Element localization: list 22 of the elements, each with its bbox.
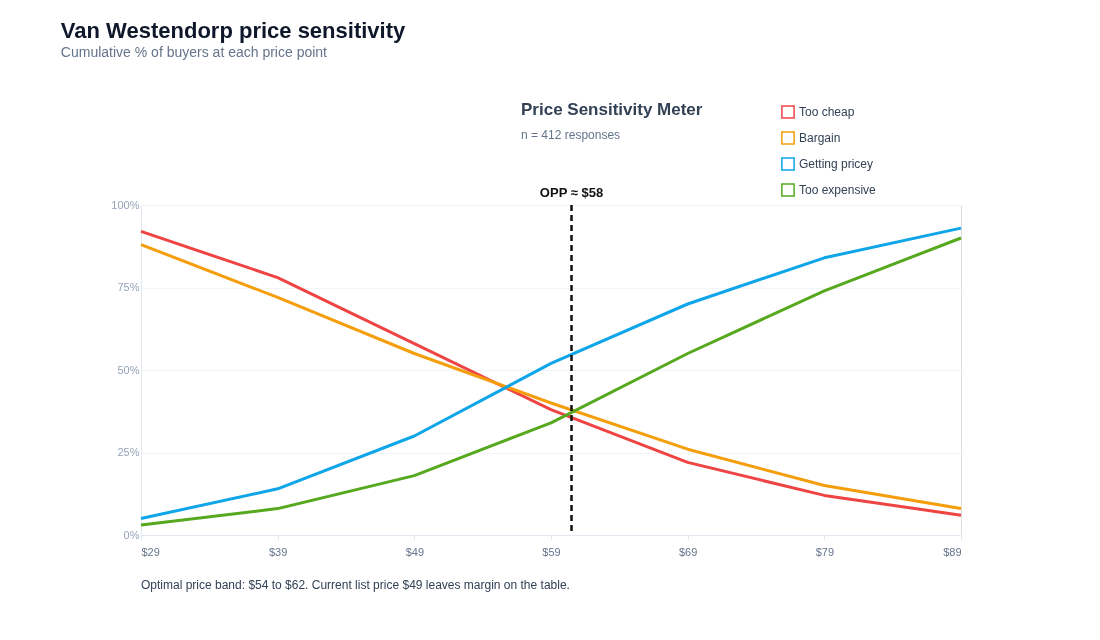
y-tick-label: 75%: [117, 281, 140, 293]
text: n = 412 responses: [521, 128, 621, 142]
y-tick-label: 0%: [123, 528, 140, 541]
legend-label: Too cheap: [799, 105, 855, 119]
x-tick-label: $79: [815, 545, 835, 558]
legend-label: Bargain: [799, 131, 841, 145]
x-tick-label: $69: [678, 545, 698, 558]
x-tick-label: $49: [405, 545, 425, 558]
text: Optimal price band: $54 to $62. Current list price $49 leaves margin on the table.: [141, 578, 570, 592]
chart-title: Van Westendorp price sensitivity: [60, 18, 406, 43]
chart-subtitle: Cumulative % of buyers at each price point: [60, 44, 328, 60]
y-tick-label: 50%: [117, 363, 140, 376]
x-tick-label: $39: [268, 545, 288, 558]
x-tick-label: $59: [542, 545, 561, 558]
ref-line-label: OPP ≈ $58: [539, 185, 604, 200]
x-tick-label: $89: [943, 545, 962, 558]
text: Price Sensitivity Meter: [521, 100, 703, 119]
legend-label: Too expensive: [799, 183, 877, 197]
y-tick-label: 100%: [111, 198, 140, 211]
legend-label: Getting pricey: [799, 157, 874, 171]
x-tick-label: $29: [141, 545, 160, 558]
y-tick-label: 25%: [117, 446, 140, 458]
